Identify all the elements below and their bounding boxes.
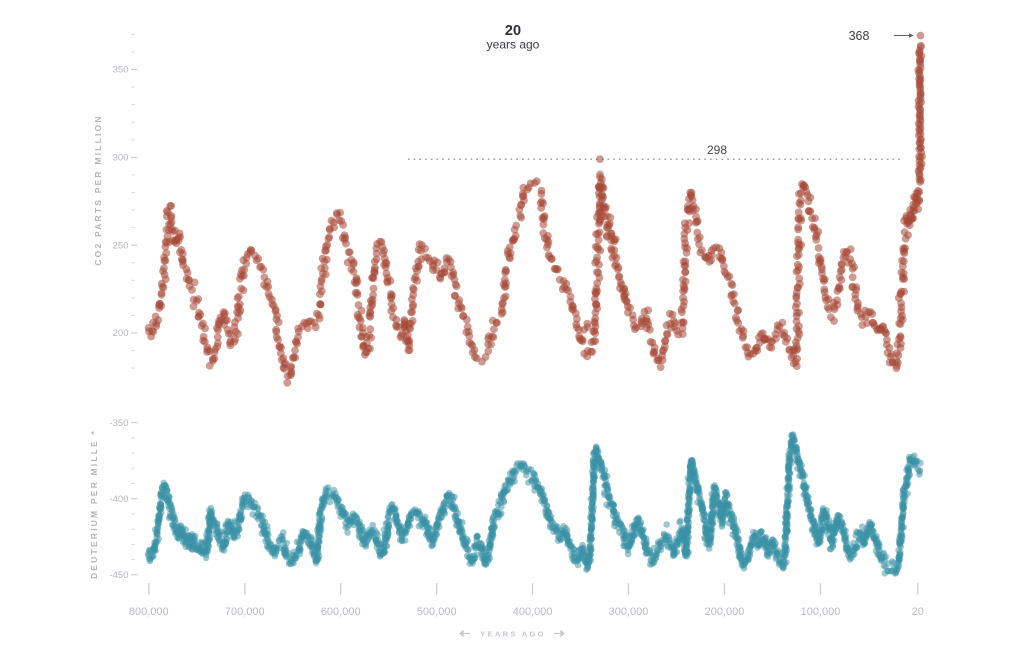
svg-text:YEARS AGO: YEARS AGO — [480, 630, 545, 639]
svg-text:200,000: 200,000 — [705, 606, 745, 618]
svg-text:600,000: 600,000 — [321, 606, 361, 618]
svg-text:DEUTERIUM PER MILLE *: DEUTERIUM PER MILLE * — [89, 429, 99, 579]
svg-text:300: 300 — [113, 153, 129, 164]
svg-text:-450: -450 — [109, 570, 128, 581]
svg-text:300,000: 300,000 — [609, 606, 649, 618]
svg-text:350: 350 — [113, 65, 129, 76]
svg-text:250: 250 — [113, 240, 129, 251]
svg-text:800,000: 800,000 — [129, 606, 169, 618]
svg-text:years ago: years ago — [487, 38, 540, 52]
svg-text:200: 200 — [113, 328, 129, 339]
svg-text:700,000: 700,000 — [225, 606, 265, 618]
svg-text:368: 368 — [849, 29, 870, 43]
svg-text:20: 20 — [912, 606, 924, 618]
svg-text:-400: -400 — [109, 494, 128, 505]
svg-text:500,000: 500,000 — [417, 606, 457, 618]
svg-text:-350: -350 — [109, 418, 128, 429]
svg-text:20: 20 — [505, 23, 521, 39]
svg-text:CO2 PARTS PER MILLION: CO2 PARTS PER MILLION — [93, 114, 103, 265]
svg-text:400,000: 400,000 — [513, 606, 553, 618]
svg-text:100,000: 100,000 — [801, 606, 841, 618]
svg-text:298: 298 — [707, 143, 727, 157]
